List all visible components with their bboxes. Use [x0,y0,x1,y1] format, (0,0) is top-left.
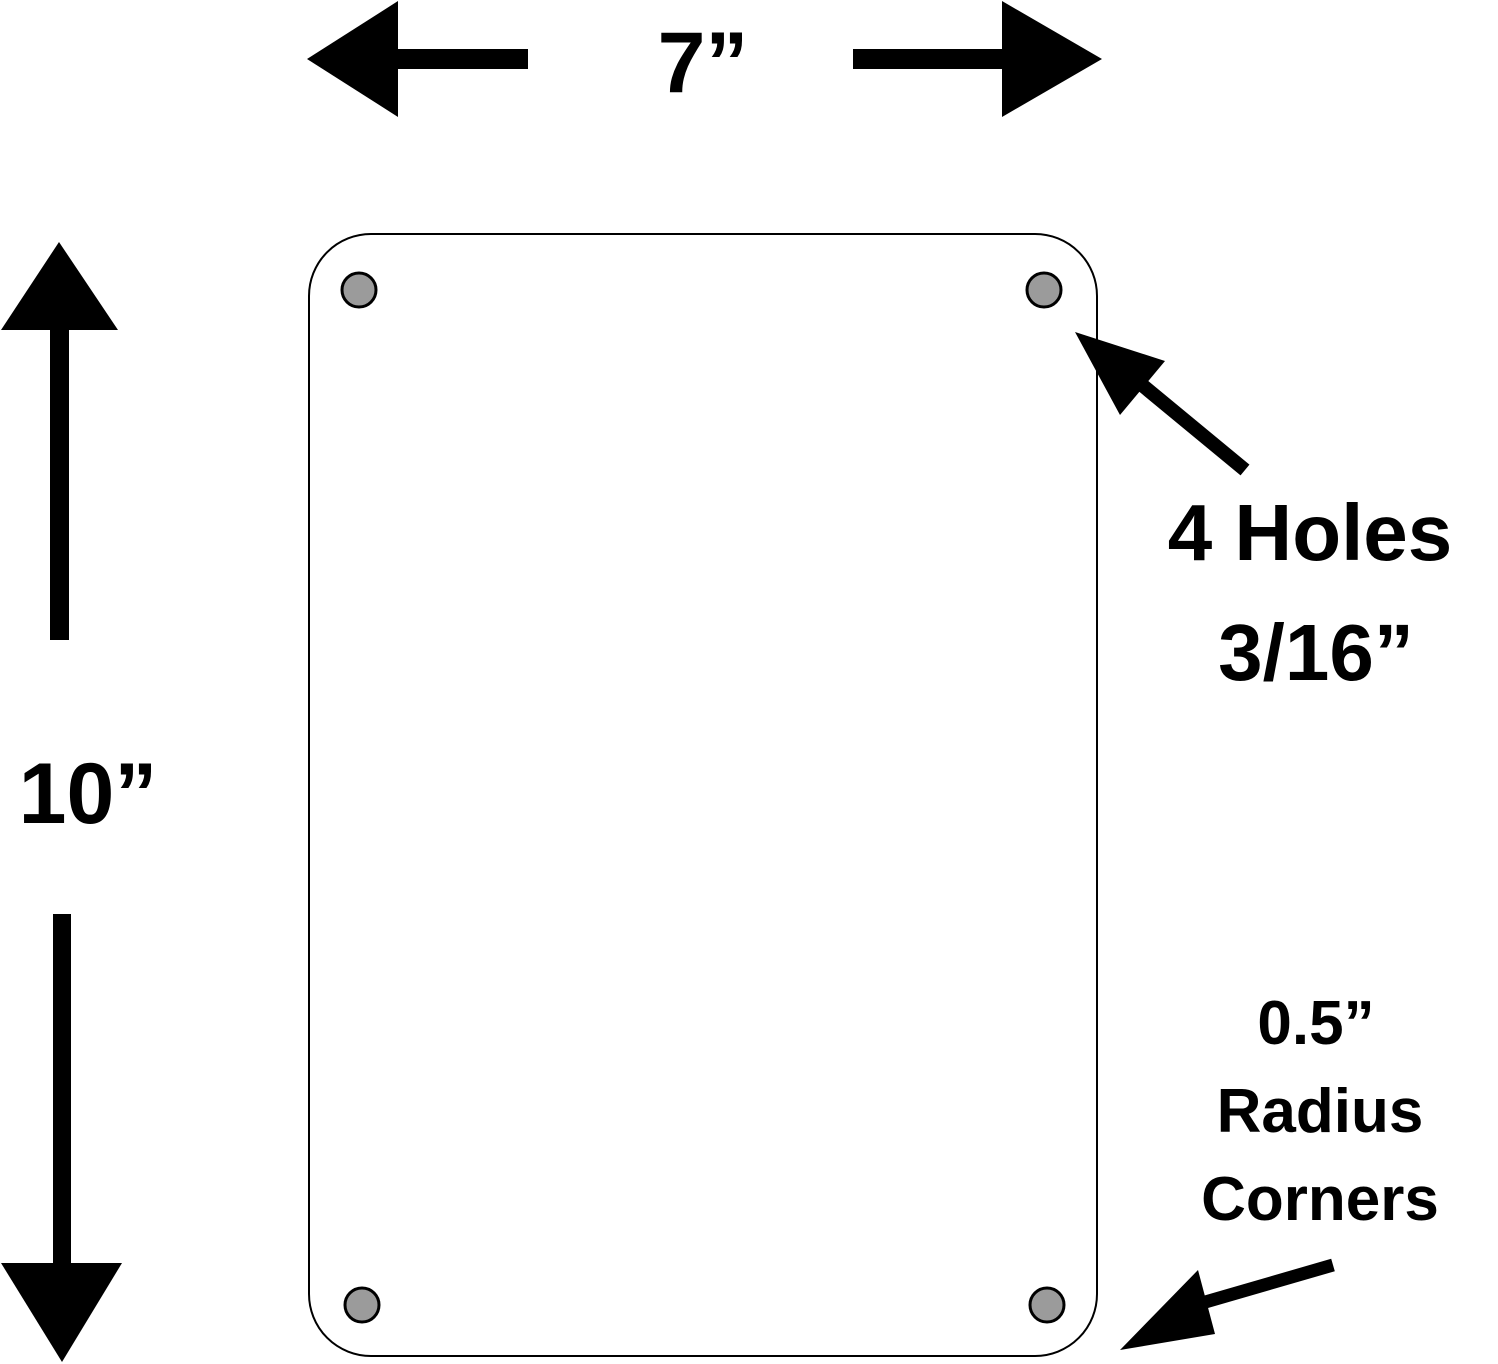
hole-top-left-icon [340,271,378,309]
height-label: 10” [19,746,158,842]
holes-size-label: 3/16” [1218,608,1414,697]
height-up-arrow-icon [1,242,118,640]
height-down-arrow-icon [1,914,122,1362]
width-dimension: 7” [307,1,1102,117]
width-left-arrow-icon [307,1,528,117]
radius-pointer-arrow-icon [1120,1258,1335,1350]
hole-bottom-right-icon [1028,1286,1066,1324]
width-label: 7” [658,15,749,111]
hole-bottom-left-icon [343,1286,381,1324]
hole-top-right-icon [1025,271,1063,309]
corners-word-label: Corners [1201,1165,1439,1234]
radius-word-label: Radius [1217,1077,1424,1146]
panel-outline [308,233,1098,1357]
holes-pointer-arrow-icon [1075,332,1250,476]
sign-panel [308,233,1098,1357]
width-right-arrow-icon [853,1,1102,117]
holes-count-label: 4 Holes [1168,488,1453,577]
height-dimension: 10” [1,242,157,1362]
radius-callout: 0.5” Radius Corners [1120,989,1439,1350]
holes-callout: 4 Holes 3/16” [1075,332,1452,697]
radius-value-label: 0.5” [1257,989,1374,1058]
